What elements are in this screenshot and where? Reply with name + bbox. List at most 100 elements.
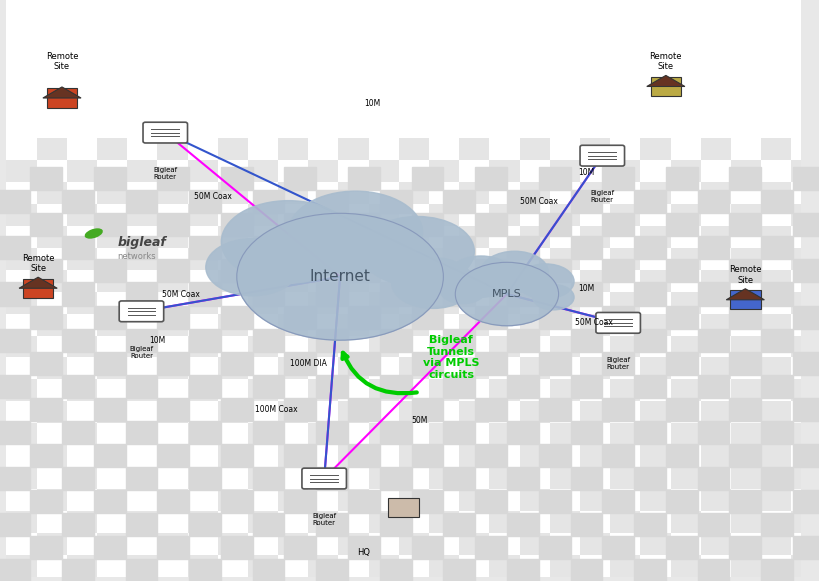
Bar (428, 511, 459, 533)
Bar (37, 182, 66, 204)
Bar (609, 423, 640, 445)
Bar (0, 190, 30, 213)
Bar (37, 489, 66, 511)
Bar (760, 236, 792, 260)
Bar (730, 292, 760, 314)
Bar (308, 204, 338, 226)
Bar (127, 292, 157, 314)
Bar (443, 282, 474, 306)
Bar (157, 182, 188, 204)
Bar (760, 190, 792, 213)
Bar (220, 167, 252, 190)
Ellipse shape (84, 228, 102, 239)
Bar (670, 292, 700, 314)
Bar (792, 398, 819, 421)
Bar (284, 352, 316, 375)
Bar (519, 401, 550, 423)
Bar (760, 282, 792, 306)
Bar (278, 489, 308, 511)
Bar (252, 560, 284, 581)
Bar (0, 329, 30, 352)
Bar (398, 489, 428, 511)
Bar (570, 282, 601, 306)
Bar (760, 329, 792, 352)
Bar (579, 445, 609, 467)
Bar (506, 190, 538, 213)
Bar (62, 421, 93, 444)
Bar (347, 167, 379, 190)
Bar (459, 445, 489, 467)
Bar (369, 467, 398, 489)
Bar (218, 314, 247, 336)
Bar (37, 270, 66, 292)
Bar (550, 336, 579, 357)
Bar (347, 490, 379, 513)
Bar (443, 560, 474, 581)
Text: HQ: HQ (357, 548, 370, 557)
Bar (792, 352, 819, 375)
Bar (316, 560, 347, 581)
Bar (601, 444, 633, 467)
Bar (278, 533, 308, 555)
Bar (388, 498, 419, 517)
Bar (252, 329, 284, 352)
Ellipse shape (237, 213, 443, 340)
Bar (30, 490, 62, 513)
Text: 50M Coax: 50M Coax (519, 198, 557, 206)
Bar (157, 260, 189, 282)
Bar (218, 533, 247, 555)
Bar (670, 160, 700, 182)
Bar (369, 292, 398, 314)
Ellipse shape (360, 217, 473, 286)
Bar (697, 560, 729, 581)
Bar (369, 423, 398, 445)
Bar (127, 555, 157, 576)
Text: 10M: 10M (577, 168, 594, 177)
Bar (188, 160, 218, 182)
Bar (640, 445, 670, 467)
Bar (30, 213, 62, 236)
Bar (62, 236, 93, 260)
Bar (579, 270, 609, 292)
Bar (66, 336, 97, 357)
Bar (459, 357, 489, 379)
Bar (93, 536, 125, 560)
Bar (308, 292, 338, 314)
Bar (474, 352, 506, 375)
Bar (30, 444, 62, 467)
Bar (792, 260, 819, 282)
Bar (729, 398, 760, 421)
Bar (411, 306, 443, 329)
Bar (700, 401, 730, 423)
Bar (443, 236, 474, 260)
Bar (506, 329, 538, 352)
Bar (62, 560, 93, 581)
Bar (489, 160, 519, 182)
Bar (30, 398, 62, 421)
Bar (308, 336, 338, 357)
Bar (633, 190, 665, 213)
Bar (66, 423, 97, 445)
Bar (125, 467, 157, 490)
Bar (428, 423, 459, 445)
Bar (760, 489, 790, 511)
Polygon shape (646, 76, 684, 87)
Bar (729, 167, 760, 190)
Bar (379, 421, 411, 444)
Bar (347, 536, 379, 560)
Bar (127, 336, 157, 357)
Bar (609, 292, 640, 314)
Bar (570, 513, 601, 536)
Text: 50M Coax: 50M Coax (162, 289, 200, 299)
Bar (278, 270, 308, 292)
Bar (278, 314, 308, 336)
Bar (7, 467, 37, 489)
Bar (157, 536, 189, 560)
Bar (157, 270, 188, 292)
Bar (316, 421, 347, 444)
Bar (489, 336, 519, 357)
Bar (379, 190, 411, 213)
Bar (474, 306, 506, 329)
Bar (379, 375, 411, 398)
Bar (308, 248, 338, 270)
